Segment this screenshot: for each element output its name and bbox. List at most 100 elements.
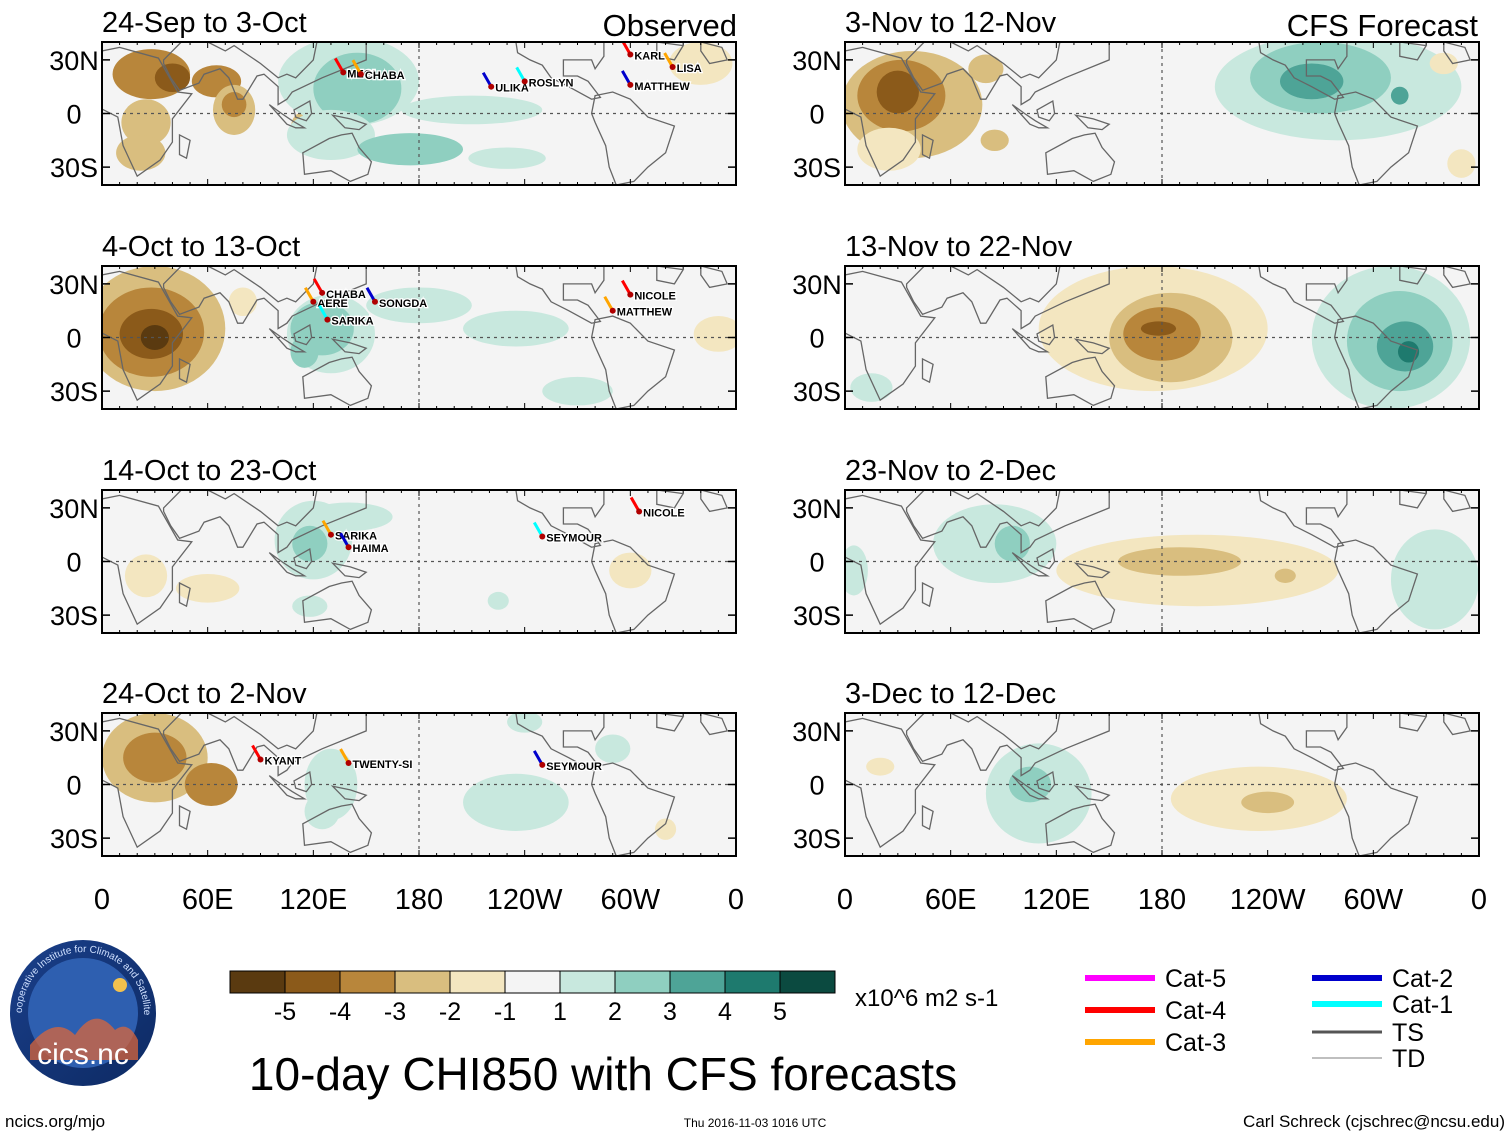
- coastline: [1011, 104, 1050, 129]
- coastline: [178, 133, 191, 160]
- panel-fc3: 30N 0 30S 23-Nov to 2-Dec: [792, 455, 1480, 634]
- storm-marker: [310, 298, 317, 305]
- y-tick-label: 0: [66, 548, 81, 578]
- storm-name: CHABA: [326, 289, 366, 301]
- coastline: [700, 42, 729, 65]
- coastline: [1045, 580, 1116, 631]
- panel-fc1: 30N 0 30S 3-Nov to 12-Nov: [792, 7, 1480, 186]
- chi-contour: [487, 591, 509, 610]
- panel-period: 14-Oct to 23-Oct: [102, 455, 316, 487]
- coastline: [590, 315, 676, 409]
- panel-period: 24-Oct to 2-Nov: [102, 678, 307, 710]
- chi-contour: [1241, 791, 1295, 814]
- coastline: [1036, 770, 1056, 793]
- chi-field: [124, 500, 652, 617]
- panel-period: 24-Sep to 3-Oct: [102, 7, 307, 39]
- x-tick-label: 180: [1138, 884, 1186, 916]
- storm-marker: [319, 289, 326, 296]
- storm-name: SEYMOUR: [546, 532, 602, 544]
- chi-contour: [595, 734, 631, 764]
- chi-contour: [292, 595, 328, 617]
- coastline: [1443, 266, 1472, 289]
- storm-marker: [636, 508, 643, 515]
- coastline: [921, 804, 934, 831]
- coastline: [1073, 338, 1111, 355]
- coastline: [1258, 266, 1348, 324]
- coastline: [330, 562, 368, 579]
- chi-contour: [654, 818, 677, 840]
- coastline: [1258, 42, 1348, 100]
- units-label: x10^6 m2 s-1: [855, 985, 998, 1012]
- footer-author: Carl Schreck (cjschrec@ncsu.edu): [1243, 1112, 1505, 1131]
- footer-timestamp: Thu 2016-11-03 1016 UTC: [684, 1116, 827, 1130]
- coastline: [293, 323, 313, 346]
- y-tick-label: 0: [66, 100, 81, 130]
- x-axis-left: 0 60E 120E 180 120W 60W 0: [94, 884, 744, 916]
- coastline: [293, 547, 313, 570]
- coastline: [1333, 762, 1419, 856]
- panel-period: 13-Nov to 22-Nov: [845, 231, 1073, 263]
- panel-period: 23-Nov to 2-Dec: [845, 455, 1056, 487]
- coastline: [302, 132, 373, 183]
- storm-marker: [627, 291, 634, 298]
- coastlines: [845, 713, 1472, 856]
- coastline: [905, 490, 1110, 554]
- storm-marker: [371, 298, 378, 305]
- logo-sun: [113, 978, 127, 992]
- panel-period: 3-Dec to 12-Dec: [845, 678, 1056, 710]
- coastline: [921, 357, 934, 384]
- x-tick-label: 0: [94, 884, 110, 916]
- chi-field: [112, 42, 733, 171]
- coastline: [268, 328, 307, 353]
- storm-name: SONGDA: [379, 298, 427, 310]
- coastline: [1045, 132, 1116, 183]
- coastline: [656, 713, 685, 732]
- coastline: [590, 539, 676, 633]
- coastline: [162, 490, 367, 554]
- chi-contour: [507, 713, 543, 733]
- chi-contour: [1140, 321, 1177, 336]
- coastline: [515, 490, 605, 548]
- y-tick-label: 30N: [792, 46, 842, 76]
- y-tick-label: 30N: [49, 494, 99, 524]
- footer-url: ncics.org/mjo: [5, 1112, 105, 1131]
- storm-marker: [539, 533, 546, 540]
- y-tick-label: 30S: [50, 153, 98, 183]
- chi-contour: [357, 133, 464, 166]
- legend-label: Cat-4: [1165, 997, 1226, 1025]
- coastline: [921, 581, 934, 608]
- storm-marker: [627, 81, 634, 88]
- coastline: [515, 42, 605, 100]
- chi-contour: [609, 552, 652, 589]
- coastline: [1011, 775, 1050, 800]
- chi-contour: [124, 554, 168, 598]
- y-tick-label: 30N: [49, 270, 99, 300]
- storm-name: KYANT: [265, 755, 302, 767]
- coastline: [1036, 547, 1056, 570]
- colorbar-swatch: [614, 970, 671, 994]
- x-tick-label: 60E: [182, 884, 234, 916]
- storm-marker: [340, 69, 347, 76]
- y-tick-label: 30S: [50, 824, 98, 854]
- coastline: [330, 114, 368, 131]
- y-tick-label: 30N: [792, 717, 842, 747]
- coastline: [515, 266, 605, 324]
- x-tick-label: 0: [1471, 884, 1487, 916]
- x-tick-label: 120W: [487, 884, 563, 916]
- x-tick-label: 120E: [1022, 884, 1090, 916]
- coastline: [1399, 42, 1428, 61]
- x-tick-label: 60W: [601, 884, 661, 916]
- colorbar-swatch: [669, 970, 726, 994]
- coastline: [302, 580, 373, 631]
- storm-marker: [609, 307, 616, 314]
- coastline: [700, 266, 729, 289]
- storm-name: KARL: [634, 51, 665, 63]
- coastline: [1399, 713, 1428, 732]
- coastline: [102, 46, 194, 178]
- colorbar-tick: -2: [439, 998, 461, 1026]
- coastlines: [102, 490, 729, 633]
- chi-contour: [154, 63, 191, 93]
